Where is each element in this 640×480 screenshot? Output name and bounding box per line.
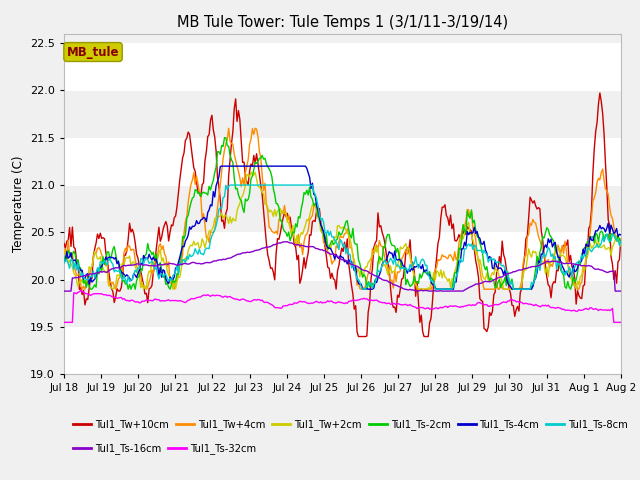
Bar	[64, 185, 621, 232]
Title: MB Tule Tower: Tule Temps 1 (3/1/11-3/19/14): MB Tule Tower: Tule Temps 1 (3/1/11-3/19…	[177, 15, 508, 30]
Bar	[64, 327, 621, 374]
Bar	[64, 43, 621, 90]
Bar	[64, 90, 621, 138]
Legend: Tul1_Ts-16cm, Tul1_Ts-32cm: Tul1_Ts-16cm, Tul1_Ts-32cm	[69, 439, 260, 458]
Bar	[64, 138, 621, 185]
Bar	[64, 280, 621, 327]
Y-axis label: Temperature (C): Temperature (C)	[12, 156, 24, 252]
Bar	[64, 232, 621, 280]
Text: MB_tule: MB_tule	[67, 46, 119, 59]
